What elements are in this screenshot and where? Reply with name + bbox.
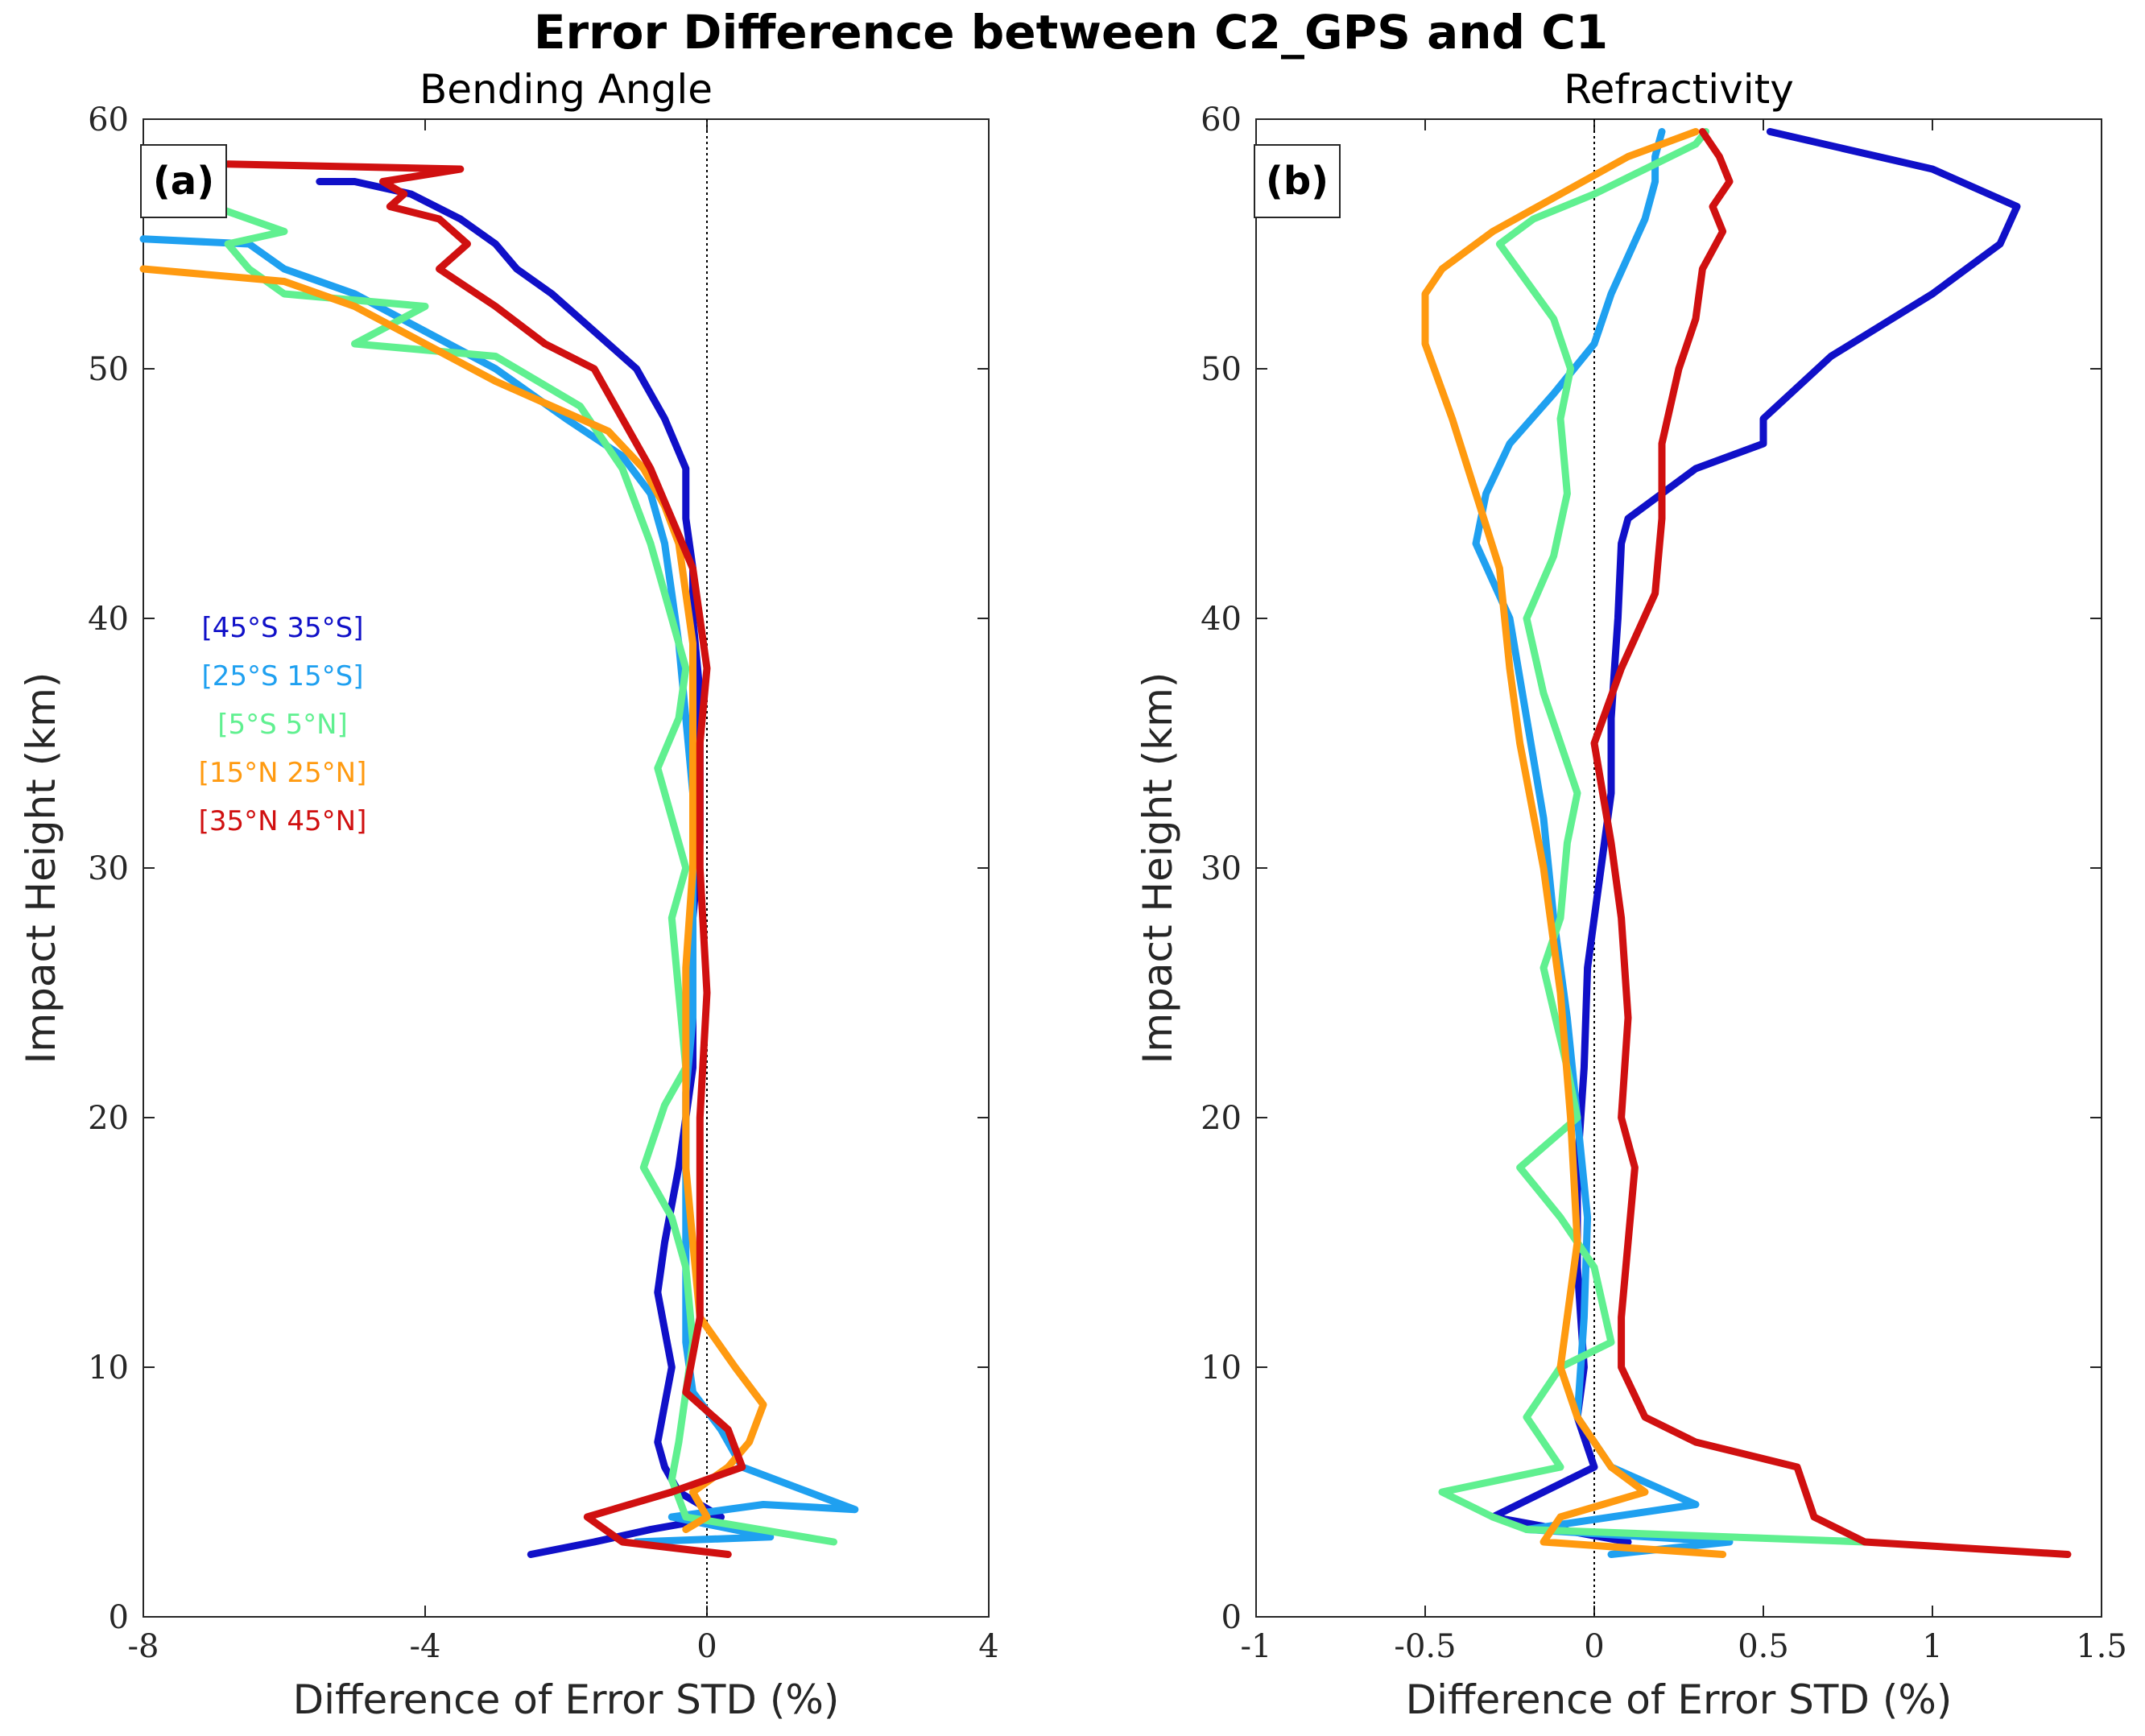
legend-entry: [25°S 15°S] xyxy=(201,660,363,692)
legend-entry: [5°S 5°N] xyxy=(217,709,348,741)
x-axis-label-a: Difference of Error STD (%) xyxy=(293,1676,840,1723)
series-line xyxy=(1438,128,1869,1546)
x-tick-label: 0 xyxy=(1584,1628,1604,1665)
y-tick-label: 60 xyxy=(88,101,129,138)
panel-tag-box-b xyxy=(1254,144,1341,218)
x-tick-label: 1 xyxy=(1922,1628,1942,1665)
series-line xyxy=(1590,128,2072,1558)
y-axis-label-a: Impact Height (km) xyxy=(18,672,64,1064)
y-tick-label: 10 xyxy=(1201,1350,1242,1387)
x-tick-label: 1.5 xyxy=(2076,1628,2127,1665)
y-tick-label: 0 xyxy=(1221,1599,1242,1636)
x-tick-label: 0 xyxy=(696,1628,717,1665)
x-tick-label: -4 xyxy=(410,1628,441,1665)
panel-tag-b: (b) xyxy=(1266,159,1329,204)
axis-title-a: Bending Angle xyxy=(419,66,713,113)
figure-title: Error Difference between C2_GPS and C1 xyxy=(534,5,1608,60)
x-tick-label: 0.5 xyxy=(1738,1628,1789,1665)
x-tick-label: 4 xyxy=(978,1628,998,1665)
ticks-b: -1 -0.5 0 0.5 1 1.5 0 10 20 30 40 50 60 xyxy=(1201,101,2127,1665)
panel-tag-box-a xyxy=(140,144,227,218)
y-tick-label: 10 xyxy=(88,1350,129,1387)
series-line xyxy=(224,160,746,1558)
y-tick-label: 30 xyxy=(1201,850,1242,887)
y-tick-label: 50 xyxy=(88,351,129,388)
y-tick-label: 30 xyxy=(88,850,129,887)
x-tick-label: -1 xyxy=(1241,1628,1272,1665)
legend-entry: [35°N 45°N] xyxy=(199,805,367,837)
y-tick-label: 20 xyxy=(1201,1100,1242,1137)
x-tick-label: -8 xyxy=(128,1628,159,1665)
y-tick-label: 60 xyxy=(1201,101,1242,138)
series-group-a xyxy=(139,160,859,1558)
series-group-b xyxy=(1421,128,2072,1558)
panel-tag-a: (a) xyxy=(153,159,214,204)
plot-area-a xyxy=(143,118,990,1618)
panel-bending-angle: Bending Angle Difference of Error STD (%… xyxy=(18,66,999,1723)
panel-refractivity: Refractivity Difference of Error STD (%)… xyxy=(1134,66,2127,1723)
x-tick-label: -0.5 xyxy=(1394,1628,1456,1665)
series-line xyxy=(1421,128,1727,1558)
plot-area-b xyxy=(1255,118,2102,1618)
y-tick-label: 20 xyxy=(88,1100,129,1137)
legend: [45°S 35°S] [25°S 15°S] [5°S 5°N] [15°N … xyxy=(199,612,367,837)
series-line xyxy=(139,265,767,1533)
legend-entry: [15°N 25°N] xyxy=(199,757,367,789)
y-tick-label: 40 xyxy=(1201,601,1242,638)
y-tick-label: 40 xyxy=(88,601,129,638)
y-tick-label: 0 xyxy=(109,1599,129,1636)
axis-title-b: Refractivity xyxy=(1564,66,1794,113)
x-axis-label-b: Difference of Error STD (%) xyxy=(1406,1676,1953,1723)
y-tick-label: 50 xyxy=(1201,351,1242,388)
y-axis-label-b: Impact Height (km) xyxy=(1134,672,1181,1064)
legend-entry: [45°S 35°S] xyxy=(201,612,363,644)
